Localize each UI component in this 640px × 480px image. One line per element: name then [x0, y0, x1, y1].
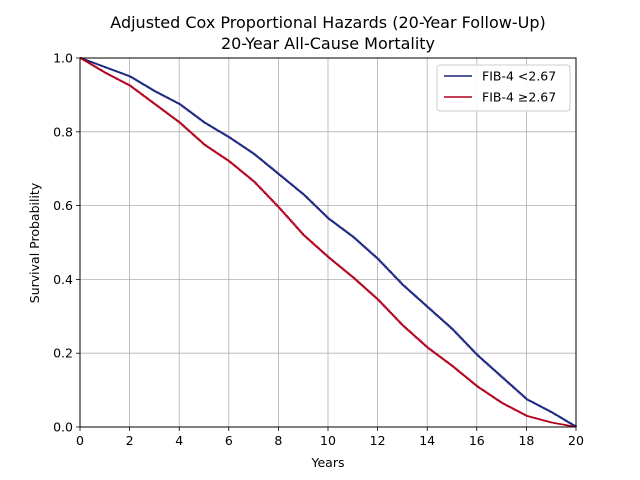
- legend-label-fib4-low: FIB-4 <2.67: [482, 69, 556, 84]
- series-line-fib4-low: [80, 57, 577, 428]
- x-tick-label: 12: [370, 433, 386, 448]
- y-tick-label: 0.0: [53, 420, 73, 435]
- y-tick-label: 0.8: [53, 124, 73, 139]
- legend: FIB-4 <2.67 FIB-4 ≥2.67: [436, 64, 571, 112]
- chart-title: Adjusted Cox Proportional Hazards (20-Ye…: [110, 13, 545, 32]
- series-line-fib4-high: [80, 57, 577, 428]
- x-tick-label: 6: [225, 433, 233, 448]
- x-tick-label: 10: [320, 433, 336, 448]
- x-tick-label: 14: [419, 433, 435, 448]
- y-tick-label: 1.0: [53, 51, 73, 66]
- y-axis-label: Survival Probability: [27, 182, 42, 303]
- x-axis-label: Years: [311, 455, 345, 470]
- y-tick-label: 0.6: [53, 198, 73, 213]
- y-tick-label: 0.4: [53, 272, 73, 287]
- x-tick-label: 18: [518, 433, 534, 448]
- x-tick-label: 2: [126, 433, 134, 448]
- x-tick-label: 16: [469, 433, 485, 448]
- legend-label-fib4-high: FIB-4 ≥2.67: [482, 90, 556, 105]
- x-tick-label: 8: [274, 433, 282, 448]
- ticks-layer: 0 2 4 6 8 10 12 14 16 18 20 0.0 0.2 0.4 0.6 0.8 1.0: [53, 51, 584, 449]
- chart-subtitle: 20-Year All-Cause Mortality: [221, 34, 435, 53]
- x-tick-label: 0: [76, 433, 84, 448]
- y-tick-label: 0.2: [53, 346, 73, 361]
- x-tick-label: 20: [568, 433, 584, 448]
- series-layer: [80, 57, 577, 428]
- x-tick-label: 4: [175, 433, 183, 448]
